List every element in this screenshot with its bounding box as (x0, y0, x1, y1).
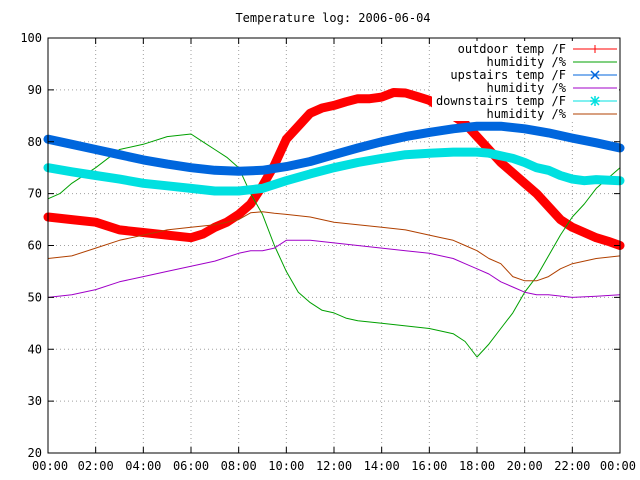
x-tick-label: 18:00 (459, 459, 495, 473)
x-tick-label: 02:00 (78, 459, 114, 473)
series-line-2 (43, 121, 625, 176)
legend-marker (590, 96, 600, 106)
legend-label: outdoor temp /F (458, 42, 566, 56)
x-tick-label: 16:00 (411, 459, 447, 473)
x-tick-label: 00:00 (600, 459, 636, 473)
y-tick-label: 60 (28, 239, 42, 253)
legend-background (432, 41, 619, 121)
axis-ticks: 20 30 40 50 60 70 80 90 100 00:00 02:00 04:00 06:00 0… (20, 31, 636, 473)
y-tick-label: 50 (28, 290, 42, 304)
y-tick-label: 70 (28, 187, 42, 201)
series-line-4 (43, 147, 625, 196)
y-tick-label: 40 (28, 342, 42, 356)
x-tick-label: 20:00 (507, 459, 543, 473)
x-tick-label: 00:00 (32, 459, 68, 473)
x-tick-label: 14:00 (364, 459, 400, 473)
y-tick-label: 100 (20, 31, 42, 45)
y-tick-label: 20 (28, 446, 42, 460)
legend-label: downstairs temp /F (436, 94, 566, 108)
chart-title: Temperature log: 2006-06-04 (235, 11, 430, 25)
x-tick-label: 10:00 (268, 459, 304, 473)
series-line-5 (47, 211, 621, 282)
series-lines (43, 88, 625, 358)
legend-label: upstairs temp /F (450, 68, 566, 82)
y-tick-label: 90 (28, 83, 42, 97)
y-tick-label: 80 (28, 135, 42, 149)
series-line-3 (47, 239, 621, 298)
x-tick-label: 04:00 (125, 459, 161, 473)
series-line-0 (43, 88, 625, 250)
x-tick-label: 22:00 (554, 459, 590, 473)
y-tick-label: 30 (28, 394, 42, 408)
x-tick-label: 08:00 (221, 459, 257, 473)
series-line-1 (47, 133, 621, 358)
legend-label: humidity /% (487, 81, 567, 95)
x-tick-label: 12:00 (316, 459, 352, 473)
plot-frame (47, 37, 621, 454)
legend-label: humidity /% (487, 55, 567, 69)
legend-label: humidity /% (487, 107, 567, 121)
legend-marker (590, 70, 600, 80)
x-tick-label: 06:00 (173, 459, 209, 473)
